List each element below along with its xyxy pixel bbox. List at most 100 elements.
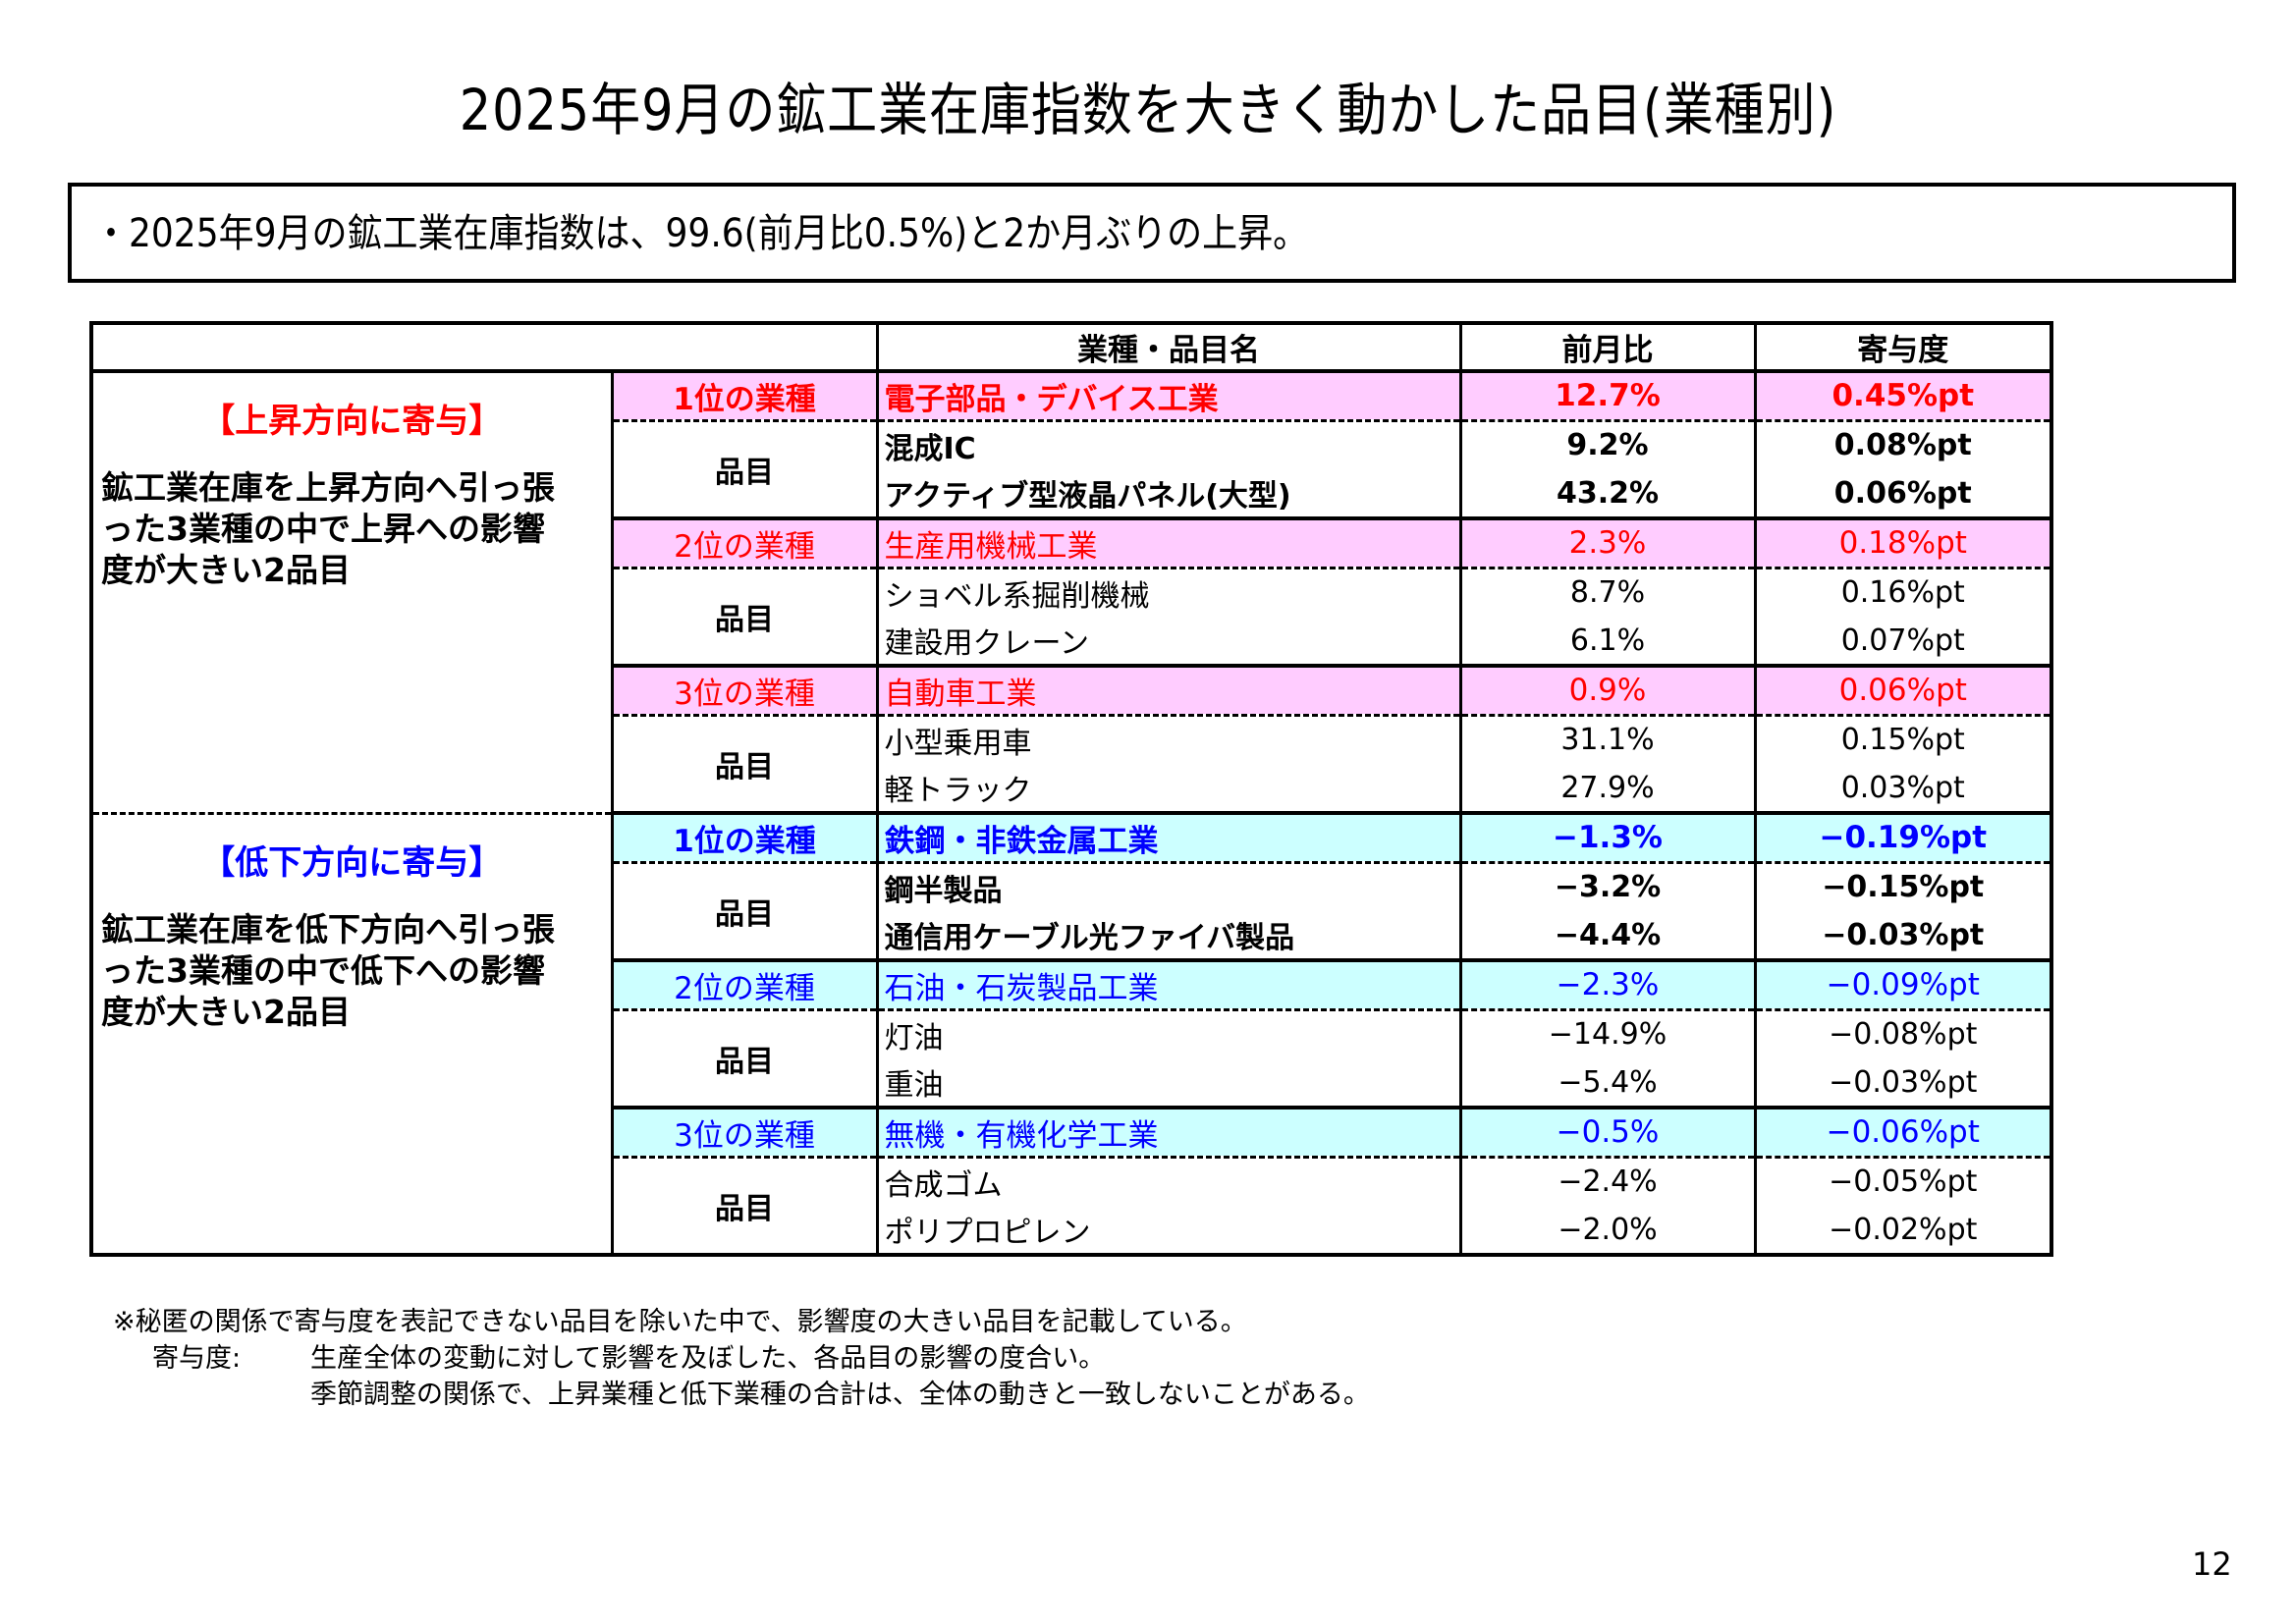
item-name: 小型乗用車 xyxy=(877,715,1462,764)
table-row: 品目 鋼半製品 −3.2% −0.15%pt xyxy=(91,862,2051,962)
item-contribution: −0.05%pt xyxy=(1829,1164,1978,1200)
industry-name: 石油・石炭製品工業 xyxy=(877,960,1462,1011)
item-name: 灯油 xyxy=(877,1009,1462,1058)
table-row: 3位の業種 無機・有機化学工業 −0.5% −0.06%pt xyxy=(91,1108,2051,1159)
item-name: ポリプロピレン xyxy=(877,1206,1462,1255)
item-mom: −5.4% xyxy=(1460,1058,1757,1110)
table-row: 【上昇方向に寄与】 鉱工業在庫を上昇方向へ引っ張った3業種の中で上昇への影響度が… xyxy=(91,371,2051,815)
item-mom: 9.2% xyxy=(1460,420,1757,469)
table-row: 建設用クレーン 6.1% 0.07%pt xyxy=(91,617,2051,668)
industry-name: 鉄鋼・非鉄金属工業 xyxy=(877,813,1462,864)
item-contribution: 0.06%pt xyxy=(1755,469,2051,520)
rank-label: 2位の業種 xyxy=(612,960,879,1011)
header-mom: 前月比 xyxy=(1460,323,1757,373)
item-name: 混成IC xyxy=(877,420,1462,469)
table-row: 軽トラック 27.9% 0.03%pt xyxy=(91,764,2051,815)
item-label: 品目 xyxy=(612,715,879,815)
item-mom: −3.2% xyxy=(1460,862,1757,911)
item-label: 品目 xyxy=(612,1009,879,1110)
industry-contribution: 0.06%pt xyxy=(1755,666,2051,717)
section-down-description: 鉱工業在庫を低下方向へ引っ張った3業種の中で低下への影響度が大きい2品目 xyxy=(101,909,555,1031)
industry-contribution: −0.06%pt xyxy=(1755,1108,2051,1159)
item-name: 重油 xyxy=(877,1058,1462,1110)
contribution-table: 業種・品目名 前月比 寄与度 【上昇方向に寄与】 鉱工業在庫を上昇方向へ引っ張っ… xyxy=(89,321,2053,1257)
item-mom: 43.2% xyxy=(1460,469,1757,520)
rank-label: 3位の業種 xyxy=(612,666,879,717)
table-row: 2位の業種 生産用機械工業 2.3% 0.18%pt xyxy=(91,518,2051,569)
industry-mom: −2.3% xyxy=(1460,960,1757,1011)
footnote-3: 季節調整の関係で、上昇業種と低下業種の合計は、全体の動きと一致しないことがある。 xyxy=(310,1380,1370,1410)
industry-mom: −1.3% xyxy=(1460,813,1757,864)
item-contribution: −0.15%pt xyxy=(1822,870,1985,905)
item-label: 品目 xyxy=(612,1157,879,1255)
industry-name: 自動車工業 xyxy=(877,666,1462,717)
table-row: 重油 −5.4% −0.03%pt xyxy=(91,1058,2051,1110)
footnote-2: 寄与度: 生産全体の変動に対して影響を及ぼした、各品目の影響の度合い。 xyxy=(113,1340,1370,1377)
table-row: 品目 混成IC 9.2% 0.08%pt xyxy=(91,420,2051,520)
item-name: 鋼半製品 xyxy=(877,862,1462,911)
item-mom: −4.4% xyxy=(1460,911,1757,962)
footnote-label: 寄与度: xyxy=(152,1343,242,1374)
item-name: アクティブ型液晶パネル(大型) xyxy=(877,469,1462,520)
industry-name: 生産用機械工業 xyxy=(877,518,1462,569)
header-contribution: 寄与度 xyxy=(1755,323,2051,373)
table-row: 品目 ショベル系掘削機械 8.7% 0.16%pt xyxy=(91,568,2051,668)
table-row: アクティブ型液晶パネル(大型) 43.2% 0.06%pt xyxy=(91,469,2051,520)
item-contribution: 0.16%pt xyxy=(1840,575,1965,611)
industry-name: 無機・有機化学工業 xyxy=(877,1108,1462,1159)
item-name: 通信用ケーブル光ファイバ製品 xyxy=(877,911,1462,962)
summary-text: ・2025年9月の鉱工業在庫指数は、99.6(前月比0.5%)と2か月ぶりの上昇… xyxy=(93,211,1309,256)
item-contribution: 0.07%pt xyxy=(1755,617,2051,668)
table-row: 通信用ケーブル光ファイバ製品 −4.4% −0.03%pt xyxy=(91,911,2051,962)
item-contribution: −0.03%pt xyxy=(1755,1058,2051,1110)
item-name: 合成ゴム xyxy=(877,1157,1462,1206)
item-label: 品目 xyxy=(612,862,879,962)
table-row: 【低下方向に寄与】 鉱工業在庫を低下方向へ引っ張った3業種の中で低下への影響度が… xyxy=(91,813,2051,1255)
industry-mom: 2.3% xyxy=(1460,518,1757,569)
item-contribution: −0.02%pt xyxy=(1829,1212,1978,1247)
item-contribution: −0.03%pt xyxy=(1755,911,2051,962)
industry-name: 電子部品・デバイス工業 xyxy=(877,371,1462,422)
table-row: 2位の業種 石油・石炭製品工業 −2.3% −0.09%pt xyxy=(91,960,2051,1011)
section-down-label-cell: 【低下方向に寄与】 鉱工業在庫を低下方向へ引っ張った3業種の中で低下への影響度が… xyxy=(91,813,614,1255)
item-mom: −14.9% xyxy=(1460,1009,1757,1058)
footnote-1: ※秘匿の関係で寄与度を表記できない品目を除いた中で、影響度の大きい品目を記載して… xyxy=(113,1307,1247,1337)
header-name: 業種・品目名 xyxy=(877,323,1462,373)
industry-contribution: 0.18%pt xyxy=(1755,518,2051,569)
item-mom: 31.1% xyxy=(1460,715,1757,764)
industry-mom: 12.7% xyxy=(1460,371,1757,422)
industry-contribution: −0.09%pt xyxy=(1755,960,2051,1011)
footnote-2-text: 生産全体の変動に対して影響を及ぼした、各品目の影響の度合い。 xyxy=(310,1343,1106,1374)
item-name: 建設用クレーン xyxy=(877,617,1462,668)
item-mom: 27.9% xyxy=(1460,764,1757,815)
section-up-label-cell: 【上昇方向に寄与】 鉱工業在庫を上昇方向へ引っ張った3業種の中で上昇への影響度が… xyxy=(91,371,614,815)
item-contribution: 0.03%pt xyxy=(1755,764,2051,815)
section-up-description: 鉱工業在庫を上昇方向へ引っ張った3業種の中で上昇への影響度が大きい2品目 xyxy=(101,468,555,589)
summary-box: ・2025年9月の鉱工業在庫指数は、99.6(前月比0.5%)と2か月ぶりの上昇… xyxy=(68,183,2236,283)
rank-label: 3位の業種 xyxy=(612,1108,879,1159)
footnotes: ※秘匿の関係で寄与度を表記できない品目を除いた中で、影響度の大きい品目を記載して… xyxy=(113,1304,1370,1413)
header-blank-cell xyxy=(91,323,879,373)
industry-mom: 0.9% xyxy=(1460,666,1757,717)
industry-contribution: −0.19%pt xyxy=(1755,813,2051,864)
table-row: 品目 合成ゴム −2.4% −0.05%pt xyxy=(91,1157,2051,1255)
item-name: ショベル系掘削機械 xyxy=(877,568,1462,617)
item-label: 品目 xyxy=(612,568,879,668)
item-contribution: 0.08%pt xyxy=(1833,428,1972,463)
item-contribution: 0.15%pt xyxy=(1840,723,1965,758)
industry-contribution: 0.45%pt xyxy=(1755,371,2051,422)
table-row: 品目 小型乗用車 31.1% 0.15%pt xyxy=(91,715,2051,815)
section-up-heading: 【上昇方向に寄与】 xyxy=(201,402,503,441)
item-mom: 6.1% xyxy=(1460,617,1757,668)
page-number: 12 xyxy=(2192,1545,2232,1583)
table-row: 3位の業種 自動車工業 0.9% 0.06%pt xyxy=(91,666,2051,717)
rank-label: 1位の業種 xyxy=(612,813,879,864)
industry-mom: −0.5% xyxy=(1460,1108,1757,1159)
item-contribution: −0.08%pt xyxy=(1829,1017,1978,1053)
table-row: ポリプロピレン −2.0% −0.02%pt xyxy=(91,1206,2051,1255)
item-label: 品目 xyxy=(612,420,879,520)
rank-label: 1位の業種 xyxy=(612,371,879,422)
page-title: 2025年9月の鉱工業在庫指数を大きく動かした品目(業種別) xyxy=(459,77,1837,143)
rank-label: 2位の業種 xyxy=(612,518,879,569)
table-header-row: 業種・品目名 前月比 寄与度 xyxy=(91,323,2051,373)
